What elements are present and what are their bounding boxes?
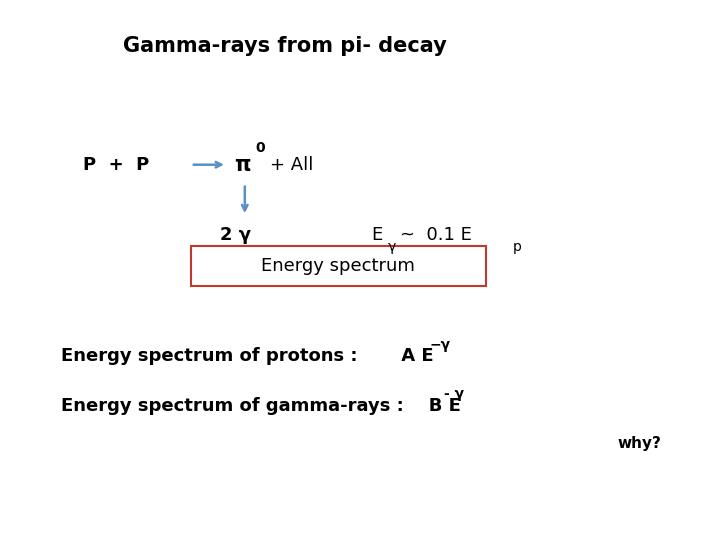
Text: - γ: - γ xyxy=(444,387,464,401)
Text: −γ: −γ xyxy=(430,338,451,352)
Text: Energy spectrum of protons :       A E: Energy spectrum of protons : A E xyxy=(61,347,434,366)
Text: Gamma-rays from pi- decay: Gamma-rays from pi- decay xyxy=(122,36,446,56)
Text: 0: 0 xyxy=(256,141,265,156)
Bar xyxy=(191,246,486,286)
Text: γ: γ xyxy=(387,240,395,254)
Text: 2 γ: 2 γ xyxy=(220,226,251,244)
Text: + All: + All xyxy=(270,156,313,174)
Text: Energy spectrum: Energy spectrum xyxy=(261,256,415,275)
Text: π: π xyxy=(234,154,251,175)
Text: P  +  P: P + P xyxy=(83,156,149,174)
Text: why?: why? xyxy=(618,436,662,451)
Text: p: p xyxy=(513,240,521,254)
Text: ~  0.1 E: ~ 0.1 E xyxy=(400,226,472,244)
Text: Energy spectrum of gamma-rays :    B E: Energy spectrum of gamma-rays : B E xyxy=(61,397,461,415)
Text: E: E xyxy=(371,226,382,244)
